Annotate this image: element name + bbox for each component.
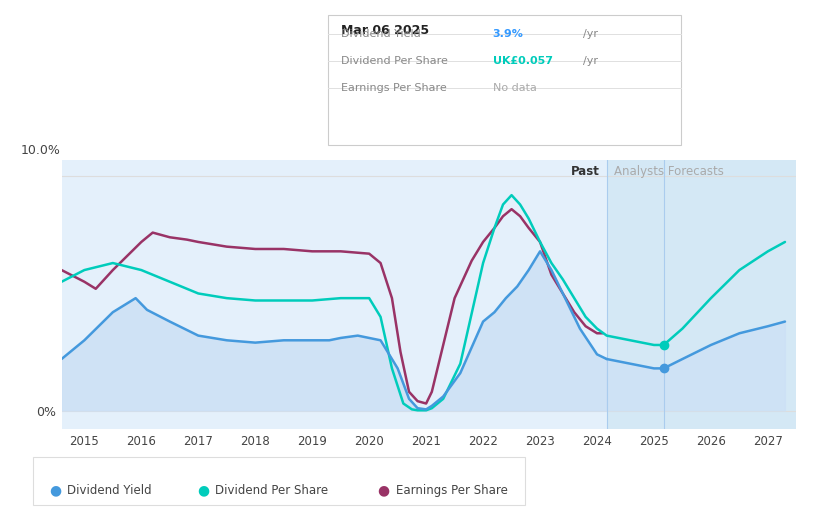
Text: /yr: /yr [583,56,598,66]
Text: Earnings Per Share: Earnings Per Share [341,83,447,93]
Text: Dividend Per Share: Dividend Per Share [341,56,447,66]
Text: Analysts Forecasts: Analysts Forecasts [614,166,724,178]
Text: /yr: /yr [583,29,598,39]
Text: UK£0.057: UK£0.057 [493,56,553,66]
Text: ●: ● [49,483,62,497]
Text: ●: ● [378,483,390,497]
Text: Dividend Yield: Dividend Yield [67,484,152,497]
Text: Past: Past [571,166,599,178]
Bar [62,160,607,429]
Text: 3.9%: 3.9% [493,29,524,39]
Text: Earnings Per Share: Earnings Per Share [396,484,507,497]
Text: ●: ● [197,483,209,497]
Text: No data: No data [493,83,536,93]
Text: Mar 06 2025: Mar 06 2025 [341,24,429,38]
Text: Dividend Per Share: Dividend Per Share [215,484,328,497]
Text: 10.0%: 10.0% [21,144,61,157]
Bar [607,160,796,429]
Text: Dividend Yield: Dividend Yield [341,29,420,39]
